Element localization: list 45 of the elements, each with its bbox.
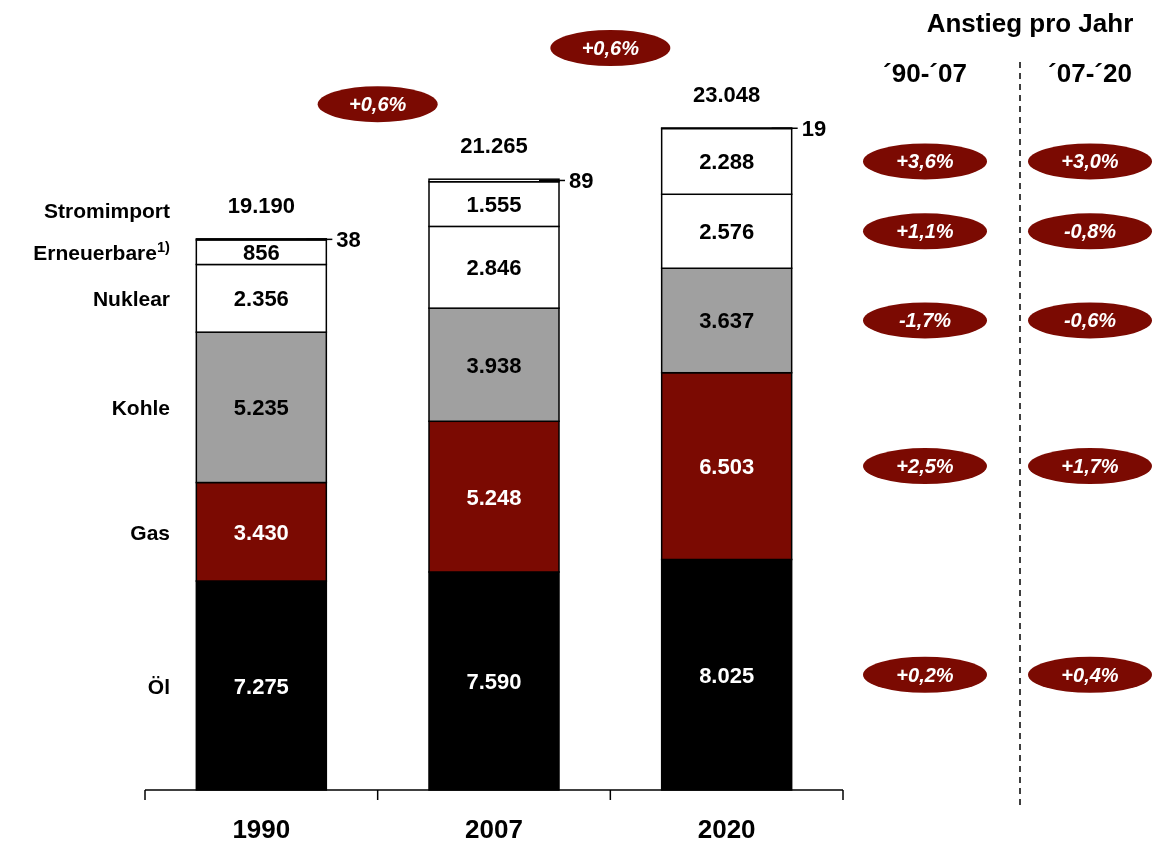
text: +0,6% — [581, 37, 640, 59]
text: Anstieg pro Jahr — [926, 8, 1134, 38]
data-label: 3.637 — [699, 308, 755, 334]
data-label: 3.430 — [233, 519, 289, 545]
series-label: Öl — [147, 674, 170, 698]
text: ´90-´07 — [883, 58, 967, 88]
text: -0,6% — [1063, 309, 1117, 332]
data-label: 2.288 — [699, 149, 755, 175]
data-label: 38 — [336, 227, 361, 253]
text: +0,6% — [349, 93, 407, 116]
data-label: 2.356 — [233, 286, 289, 312]
x-tick-label: 1990 — [232, 814, 291, 844]
data-label: 856 — [242, 240, 280, 266]
total-label: 21.265 — [460, 133, 528, 159]
text: +0,4% — [1061, 663, 1119, 686]
series-label: Nuklear — [92, 287, 170, 311]
data-label: 2.576 — [699, 219, 755, 245]
series-label: Gas — [130, 520, 170, 544]
data-label: 2.846 — [466, 255, 522, 281]
data-label: 7.590 — [466, 669, 522, 694]
text: +1,7% — [1061, 455, 1119, 478]
series-label: Kohle — [111, 396, 170, 420]
text: +1,1% — [896, 220, 954, 243]
text: ´07-´20 — [1048, 58, 1132, 88]
data-label: 5.235 — [233, 395, 289, 421]
data-label: 3.938 — [466, 352, 522, 378]
text: +2,5% — [896, 455, 954, 478]
data-label: 89 — [569, 168, 594, 194]
text: +3,6% — [896, 150, 954, 173]
text: +3,0% — [1061, 150, 1119, 173]
data-label: 1.555 — [466, 192, 522, 218]
data-label: 7.275 — [233, 673, 289, 699]
data-label: 6.503 — [699, 454, 755, 480]
text: -0,8% — [1063, 220, 1117, 243]
x-tick-label: 2007 — [465, 814, 523, 844]
text: +0,2% — [896, 663, 954, 686]
text: -1,7% — [898, 309, 952, 332]
total-label: 23.048 — [693, 82, 761, 107]
data-label: 8.025 — [699, 662, 755, 688]
data-label: 5.248 — [466, 484, 522, 510]
series-label: Stromimport — [44, 199, 171, 223]
data-label: 19 — [801, 116, 827, 142]
series-label: Erneuerbare$^{1)}$ — [33, 239, 171, 265]
total-label: 19.190 — [227, 192, 295, 218]
x-tick-label: 2020 — [697, 814, 756, 844]
